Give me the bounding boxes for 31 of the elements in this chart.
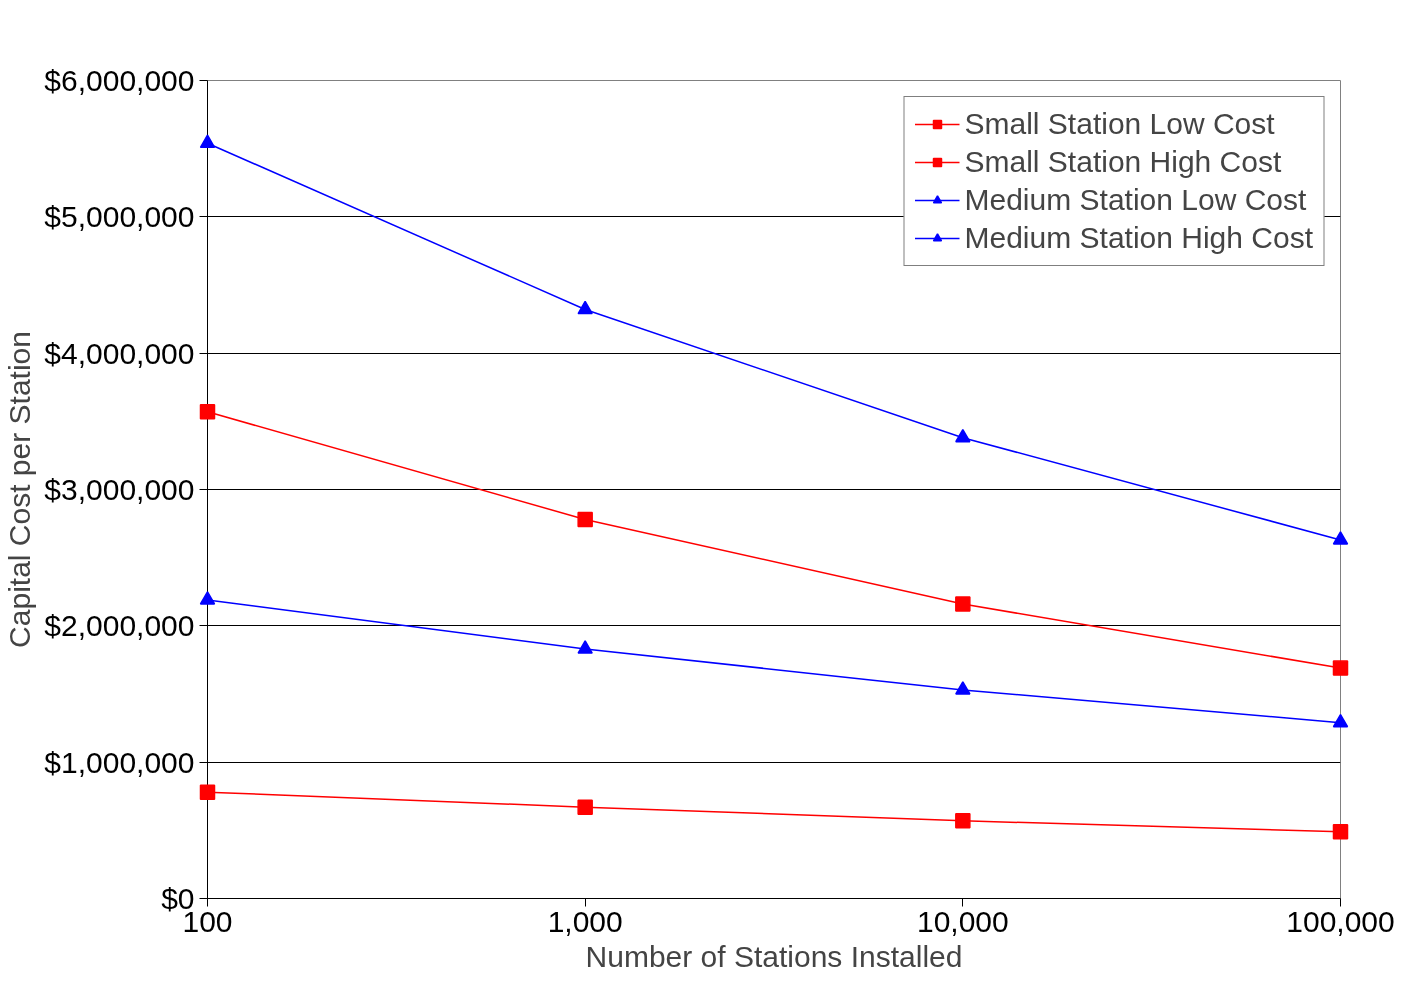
point xyxy=(1332,713,1349,728)
point xyxy=(1332,823,1349,840)
point xyxy=(577,640,593,654)
point xyxy=(955,813,971,829)
point xyxy=(955,681,971,695)
point xyxy=(1332,660,1349,676)
x-tick-label: 10,000 xyxy=(916,904,1009,938)
x-tick-label: 1,000 xyxy=(547,904,623,938)
point xyxy=(199,404,216,420)
x-axis-title: Number of Stations Installed xyxy=(585,939,963,973)
point xyxy=(199,591,216,605)
point xyxy=(199,784,216,800)
legend-label: Small Station Low Cost xyxy=(964,107,1275,141)
point xyxy=(955,596,971,612)
point xyxy=(955,428,971,443)
y-axis-title: Capital Cost per Station xyxy=(3,331,37,648)
y-tick-label: $3,000,000 xyxy=(44,473,195,506)
y-tick-label: $6,000,000 xyxy=(44,64,195,97)
legend-label: Medium Station Low Cost xyxy=(964,183,1307,217)
point xyxy=(577,300,593,315)
point xyxy=(577,511,593,528)
legend-label: Small Station High Cost xyxy=(964,145,1282,179)
y-tick-label: $2,000,000 xyxy=(44,609,195,643)
point xyxy=(577,799,593,815)
y-tick-label: $1,000,000 xyxy=(44,745,195,779)
y-tick-label: $5,000,000 xyxy=(44,200,195,234)
legend-label: Medium Station High Cost xyxy=(964,221,1313,255)
y-tick-label: $4,000,000 xyxy=(44,336,195,370)
x-tick-label: 100,000 xyxy=(1286,904,1395,938)
point xyxy=(199,134,216,148)
point xyxy=(1332,531,1349,545)
